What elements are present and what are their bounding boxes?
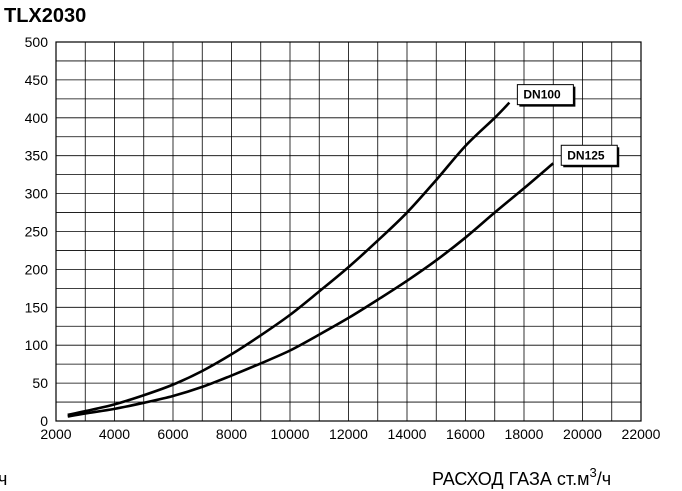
- chart-title: TLX2030: [4, 5, 86, 27]
- left-edge-label: ч: [0, 469, 7, 489]
- y-tick-label: 450: [25, 72, 49, 88]
- label-box: [560, 144, 618, 166]
- x-tick-label: 8000: [216, 426, 247, 442]
- y-tick-label: 300: [25, 186, 49, 202]
- series-lines: [67, 101, 555, 418]
- x-tick-label: 16000: [446, 426, 485, 442]
- y-tick-label: 0: [40, 413, 48, 429]
- label-box: [516, 84, 574, 106]
- x-tick-label: 18000: [505, 426, 544, 442]
- y-tick-label: 250: [25, 224, 49, 240]
- y-tick-label: 150: [25, 299, 49, 315]
- y-tick-label: 400: [25, 110, 49, 126]
- series-line-dn125: [67, 162, 555, 418]
- series-label-dn125: DN125: [560, 144, 620, 168]
- label-text: DN125: [567, 148, 605, 162]
- x-tick-label: 10000: [271, 426, 310, 442]
- label-text: DN100: [523, 88, 561, 102]
- y-axis-ticks: 0 50 100 150 200 250 300 350 400 450 500: [25, 34, 49, 429]
- x-tick-label: 2000: [40, 426, 71, 442]
- x-axis-label: РАСХОД ГАЗА ст.м3/ч: [432, 465, 611, 489]
- y-tick-label: 500: [25, 34, 49, 50]
- series-labels: DN100 DN125: [516, 84, 620, 168]
- y-tick-label: 100: [25, 337, 49, 353]
- x-tick-label: 4000: [99, 426, 130, 442]
- series-line-dn100: [67, 101, 511, 417]
- y-tick-label: 50: [32, 375, 48, 391]
- x-tick-label: 12000: [329, 426, 368, 442]
- x-tick-label: 6000: [157, 426, 188, 442]
- plot-frame: [55, 41, 642, 422]
- series-label-dn100: DN100: [516, 84, 576, 107]
- x-tick-label: 22000: [622, 426, 661, 442]
- x-tick-label: 14000: [388, 426, 427, 442]
- y-tick-label: 200: [25, 261, 49, 277]
- y-tick-label: 350: [25, 148, 49, 164]
- x-axis-ticks: 2000 4000 6000 8000 10000 12000 14000 16000 1800…: [40, 426, 660, 442]
- x-tick-label: 20000: [563, 426, 602, 442]
